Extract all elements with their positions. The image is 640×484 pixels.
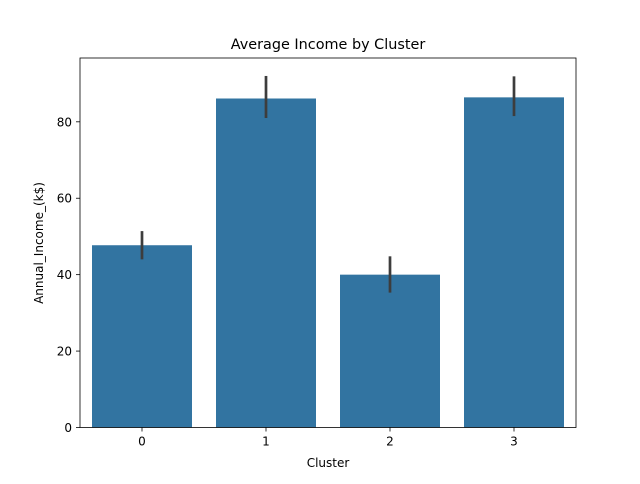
error-bars-layer bbox=[140, 75, 516, 293]
bar-cluster-3 bbox=[464, 97, 564, 428]
y-tick-label: 60 bbox=[57, 192, 72, 206]
chart-title: Average Income by Cluster bbox=[231, 37, 426, 53]
x-tick-label: 0 bbox=[138, 435, 146, 449]
y-tick-label: 0 bbox=[64, 421, 72, 435]
y-tick-label: 40 bbox=[57, 268, 72, 282]
bar-cluster-1 bbox=[216, 98, 316, 428]
y-tick-label: 20 bbox=[57, 345, 72, 359]
x-tick-label: 1 bbox=[262, 435, 270, 449]
x-axis-label: Cluster bbox=[307, 456, 350, 470]
y-axis: 0 20 40 60 80 bbox=[57, 115, 80, 435]
y-tick-label: 80 bbox=[57, 115, 72, 129]
y-axis-label: Annual_Income_(k$) bbox=[32, 182, 46, 304]
bar-cluster-2 bbox=[340, 274, 440, 428]
plot-frame bbox=[79, 57, 577, 428]
bars-layer bbox=[92, 97, 564, 428]
x-axis: 0 1 2 3 bbox=[138, 427, 518, 449]
x-tick-label: 2 bbox=[386, 435, 394, 449]
bar-cluster-0 bbox=[92, 245, 192, 428]
x-tick-label: 3 bbox=[510, 435, 518, 449]
